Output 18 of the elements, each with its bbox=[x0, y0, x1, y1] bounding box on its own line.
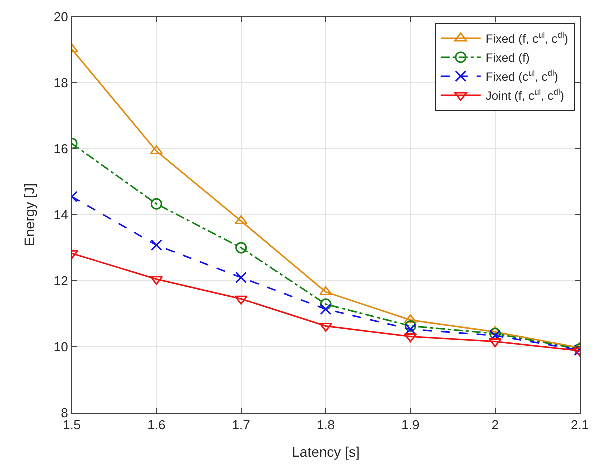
y-axis-title: Energy [J] bbox=[22, 183, 38, 247]
legend-label: Fixed (c$^{ul}$, c$^{dl}$) bbox=[486, 68, 558, 84]
y-tick-label: 14 bbox=[54, 208, 68, 223]
x-tick-label: 1.7 bbox=[232, 418, 250, 433]
x-tick-label: 1.9 bbox=[402, 418, 420, 433]
x-tick-label: 1.8 bbox=[316, 418, 336, 433]
x-tick-label: 2.1 bbox=[570, 418, 590, 433]
x-tick-label: 2 bbox=[492, 418, 499, 433]
x-tick-label: 1.6 bbox=[148, 418, 166, 433]
legend-label: Joint (f, c$^{ul}$, c$^{dl}$) bbox=[486, 87, 564, 104]
y-tick-label: 20 bbox=[54, 10, 68, 25]
y-tick-label: 10 bbox=[54, 340, 68, 355]
x-axis-title: Latency [s] bbox=[292, 444, 360, 460]
legend-label: Fixed (f) bbox=[486, 51, 530, 66]
legend-label: Fixed (f, c$^{ul}$, c$^{dl}$) bbox=[486, 30, 568, 46]
y-tick-label: 12 bbox=[54, 274, 68, 289]
y-tick-label: 18 bbox=[54, 76, 68, 91]
y-tick-label: 16 bbox=[54, 142, 68, 157]
